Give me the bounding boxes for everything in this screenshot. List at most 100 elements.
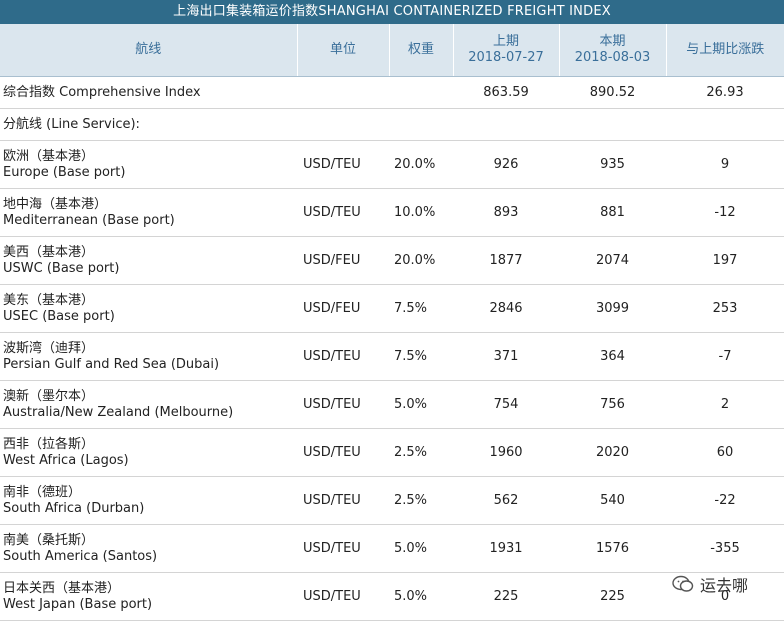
route-name: 波斯湾（迪拜） Persian Gulf and Red Sea (Dubai) bbox=[0, 332, 297, 381]
route-weight: 5.0% bbox=[389, 380, 453, 429]
route-unit: USD/TEU bbox=[297, 140, 389, 189]
route-unit: USD/FEU bbox=[297, 236, 389, 285]
route-name: 南美（桑托斯） South America (Santos) bbox=[0, 524, 297, 573]
route-change: -22 bbox=[666, 476, 784, 525]
watermark-text: 运去哪 bbox=[700, 576, 749, 595]
route-change: -355 bbox=[666, 524, 784, 573]
route-curr: 756 bbox=[559, 380, 666, 429]
route-name: 欧洲（基本港） Europe (Base port) bbox=[0, 140, 297, 189]
route-weight: 7.5% bbox=[389, 332, 453, 381]
comprehensive-row: 综合指数 Comprehensive Index 863.59 890.52 2… bbox=[0, 76, 784, 109]
route-name: 日本关西（基本港） West Japan (Base port) bbox=[0, 572, 297, 621]
route-change: 2 bbox=[666, 380, 784, 429]
route-curr: 225 bbox=[559, 572, 666, 621]
route-change: -7 bbox=[666, 332, 784, 381]
route-name-en: West Japan (Base port) bbox=[3, 596, 153, 612]
route-prev: 1877 bbox=[453, 236, 559, 285]
route-prev: 2846 bbox=[453, 284, 559, 333]
route-name-en: South Africa (Durban) bbox=[3, 500, 145, 516]
comprehensive-curr: 890.52 bbox=[559, 76, 666, 109]
route-change: -12 bbox=[666, 188, 784, 237]
route-curr: 3099 bbox=[559, 284, 666, 333]
route-name-en: USEC (Base port) bbox=[3, 308, 115, 324]
comprehensive-name: 综合指数 Comprehensive Index bbox=[0, 76, 453, 109]
route-prev: 1960 bbox=[453, 428, 559, 477]
header-weight: 权重 bbox=[389, 24, 454, 77]
route-weight: 7.5% bbox=[389, 284, 453, 333]
header-route: 航线 bbox=[0, 24, 298, 77]
route-prev: 225 bbox=[453, 572, 559, 621]
section-label: 分航线 (Line Service): bbox=[0, 108, 784, 141]
route-weight: 10.0% bbox=[389, 188, 453, 237]
route-curr: 2074 bbox=[559, 236, 666, 285]
route-name-en: USWC (Base port) bbox=[3, 260, 120, 276]
route-weight: 5.0% bbox=[389, 524, 453, 573]
wechat-logo-icon bbox=[672, 575, 694, 592]
route-curr: 364 bbox=[559, 332, 666, 381]
route-unit: USD/TEU bbox=[297, 188, 389, 237]
table-row: 澳新（墨尔本） Australia/New Zealand (Melbourne)… bbox=[0, 380, 784, 429]
route-prev: 926 bbox=[453, 140, 559, 189]
table-row: 波斯湾（迪拜） Persian Gulf and Red Sea (Dubai) U… bbox=[0, 332, 784, 381]
route-name-en: Australia/New Zealand (Melbourne) bbox=[3, 404, 234, 420]
comprehensive-prev: 863.59 bbox=[453, 76, 559, 109]
header-prev-label: 上期 bbox=[492, 34, 519, 49]
route-name-cn: 澳新（墨尔本） bbox=[3, 388, 95, 404]
route-name: 美西（基本港） USWC (Base port) bbox=[0, 236, 297, 285]
route-unit: USD/TEU bbox=[297, 524, 389, 573]
header-prev-date: 2018-07-27 bbox=[468, 50, 544, 65]
header-previous-period: 上期 2018-07-27 bbox=[453, 24, 560, 77]
route-curr: 540 bbox=[559, 476, 666, 525]
route-name-en: Europe (Base port) bbox=[3, 164, 126, 180]
route-change: 197 bbox=[666, 236, 784, 285]
route-prev: 754 bbox=[453, 380, 559, 429]
route-name-cn: 欧洲（基本港） bbox=[3, 148, 95, 164]
route-name: 地中海（基本港） Mediterranean (Base port) bbox=[0, 188, 297, 237]
route-name: 西非（拉各斯） West Africa (Lagos) bbox=[0, 428, 297, 477]
table-title: 上海出口集装箱运价指数SHANGHAI CONTAINERIZED FREIGH… bbox=[0, 0, 784, 24]
route-name-cn: 美东（基本港） bbox=[3, 292, 95, 308]
route-change: 9 bbox=[666, 140, 784, 189]
route-prev: 371 bbox=[453, 332, 559, 381]
route-weight: 2.5% bbox=[389, 476, 453, 525]
comprehensive-change: 26.93 bbox=[666, 76, 784, 109]
freight-index-table: 航线 单位 权重 上期 2018-07-27 本期 2018-08-03 与上期… bbox=[0, 24, 784, 621]
header-curr-label: 本期 bbox=[599, 34, 626, 49]
table-row: 美西（基本港） USWC (Base port) USD/FEU 20.0% 1877 2… bbox=[0, 236, 784, 285]
route-name-cn: 南非（德班） bbox=[3, 484, 82, 500]
header-curr-date: 2018-08-03 bbox=[574, 50, 651, 65]
route-name-en: South America (Santos) bbox=[3, 548, 158, 564]
table-row: 地中海（基本港） Mediterranean (Base port) USD/TEU… bbox=[0, 188, 784, 237]
route-curr: 881 bbox=[559, 188, 666, 237]
route-change: 253 bbox=[666, 284, 784, 333]
header-unit: 单位 bbox=[297, 24, 390, 77]
route-name: 澳新（墨尔本） Australia/New Zealand (Melbourne) bbox=[0, 380, 297, 429]
route-curr: 1576 bbox=[559, 524, 666, 573]
route-name-cn: 美西（基本港） bbox=[3, 244, 95, 260]
route-weight: 5.0% bbox=[389, 572, 453, 621]
route-unit: USD/TEU bbox=[297, 572, 389, 621]
table-row: 欧洲（基本港） Europe (Base port) USD/TEU 20.0% 926… bbox=[0, 140, 784, 189]
route-name: 南非（德班） South Africa (Durban) bbox=[0, 476, 297, 525]
route-unit: USD/TEU bbox=[297, 380, 389, 429]
route-weight: 20.0% bbox=[389, 236, 453, 285]
route-prev: 1931 bbox=[453, 524, 559, 573]
route-weight: 2.5% bbox=[389, 428, 453, 477]
route-prev: 893 bbox=[453, 188, 559, 237]
route-unit: USD/TEU bbox=[297, 476, 389, 525]
watermark: 运去哪 bbox=[672, 572, 748, 596]
route-name-en: Mediterranean (Base port) bbox=[3, 212, 175, 228]
route-name-cn: 日本关西（基本港） bbox=[3, 580, 121, 596]
header-row: 航线 单位 权重 上期 2018-07-27 本期 2018-08-03 与上期… bbox=[0, 24, 784, 77]
route-prev: 562 bbox=[453, 476, 559, 525]
table-row: 南美（桑托斯） South America (Santos) USD/TEU 5.0%… bbox=[0, 524, 784, 573]
route-unit: USD/TEU bbox=[297, 332, 389, 381]
header-change: 与上期比涨跌 bbox=[666, 24, 784, 77]
table-row: 美东（基本港） USEC (Base port) USD/FEU 7.5% 2846 30… bbox=[0, 284, 784, 333]
section-row: 分航线 (Line Service): bbox=[0, 108, 784, 141]
header-current-period: 本期 2018-08-03 bbox=[559, 24, 667, 77]
table-row: 西非（拉各斯） West Africa (Lagos) USD/TEU 2.5% 196… bbox=[0, 428, 784, 477]
route-unit: USD/TEU bbox=[297, 428, 389, 477]
route-curr: 935 bbox=[559, 140, 666, 189]
route-weight: 20.0% bbox=[389, 140, 453, 189]
